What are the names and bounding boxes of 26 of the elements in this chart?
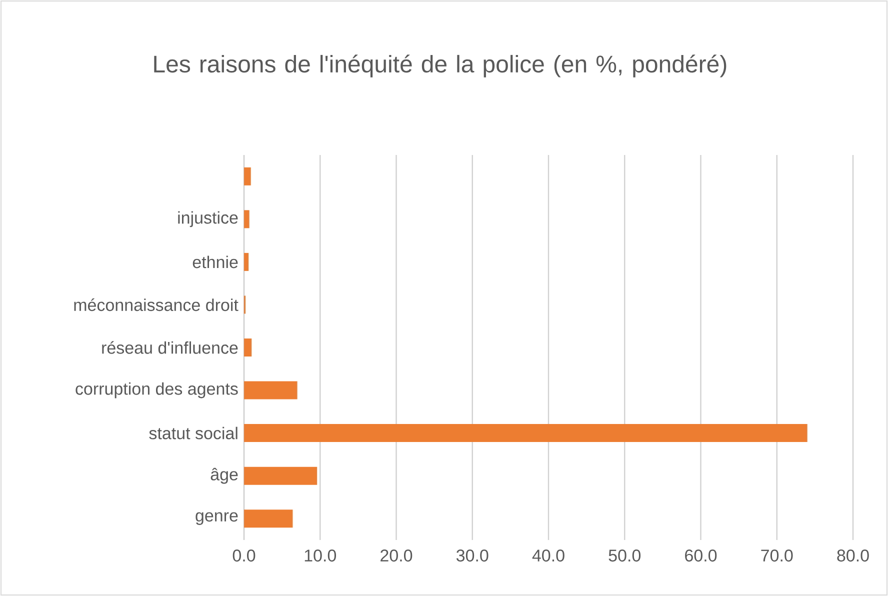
x-tick-label: 60.0 xyxy=(685,550,717,562)
y-tick-label: corruption des agents xyxy=(76,382,238,398)
x-tick-label: 10.0 xyxy=(304,550,336,562)
y-tick-label: statut social xyxy=(149,426,238,440)
y-tick-label: réseau d'influence xyxy=(102,341,238,354)
y-tick-label: injustice xyxy=(178,211,238,228)
bar xyxy=(244,381,298,400)
bar xyxy=(244,424,808,442)
x-tick-label: 20.0 xyxy=(380,550,412,562)
bar xyxy=(244,466,318,485)
x-tick-label: 40.0 xyxy=(532,550,564,562)
bar xyxy=(244,167,251,186)
bar xyxy=(244,338,252,356)
x-tick-label: 80.0 xyxy=(837,550,869,562)
x-tick-label: 0.0 xyxy=(232,550,256,562)
y-tick-label: genre xyxy=(196,512,238,525)
bar xyxy=(244,210,250,228)
x-tick-label: 30.0 xyxy=(456,550,488,562)
y-tick-label: méconnaissance droit xyxy=(74,298,238,312)
y-tick-label: ethnie xyxy=(192,256,238,268)
y-tick-label: âge xyxy=(210,468,238,484)
chart-title: Les raisons de l'inéquité de la police (en %, pondéré) xyxy=(154,54,726,78)
bar xyxy=(244,252,249,271)
x-tick-label: 50.0 xyxy=(608,550,641,562)
x-tick-label: 70.0 xyxy=(761,550,793,562)
bar xyxy=(244,510,293,528)
